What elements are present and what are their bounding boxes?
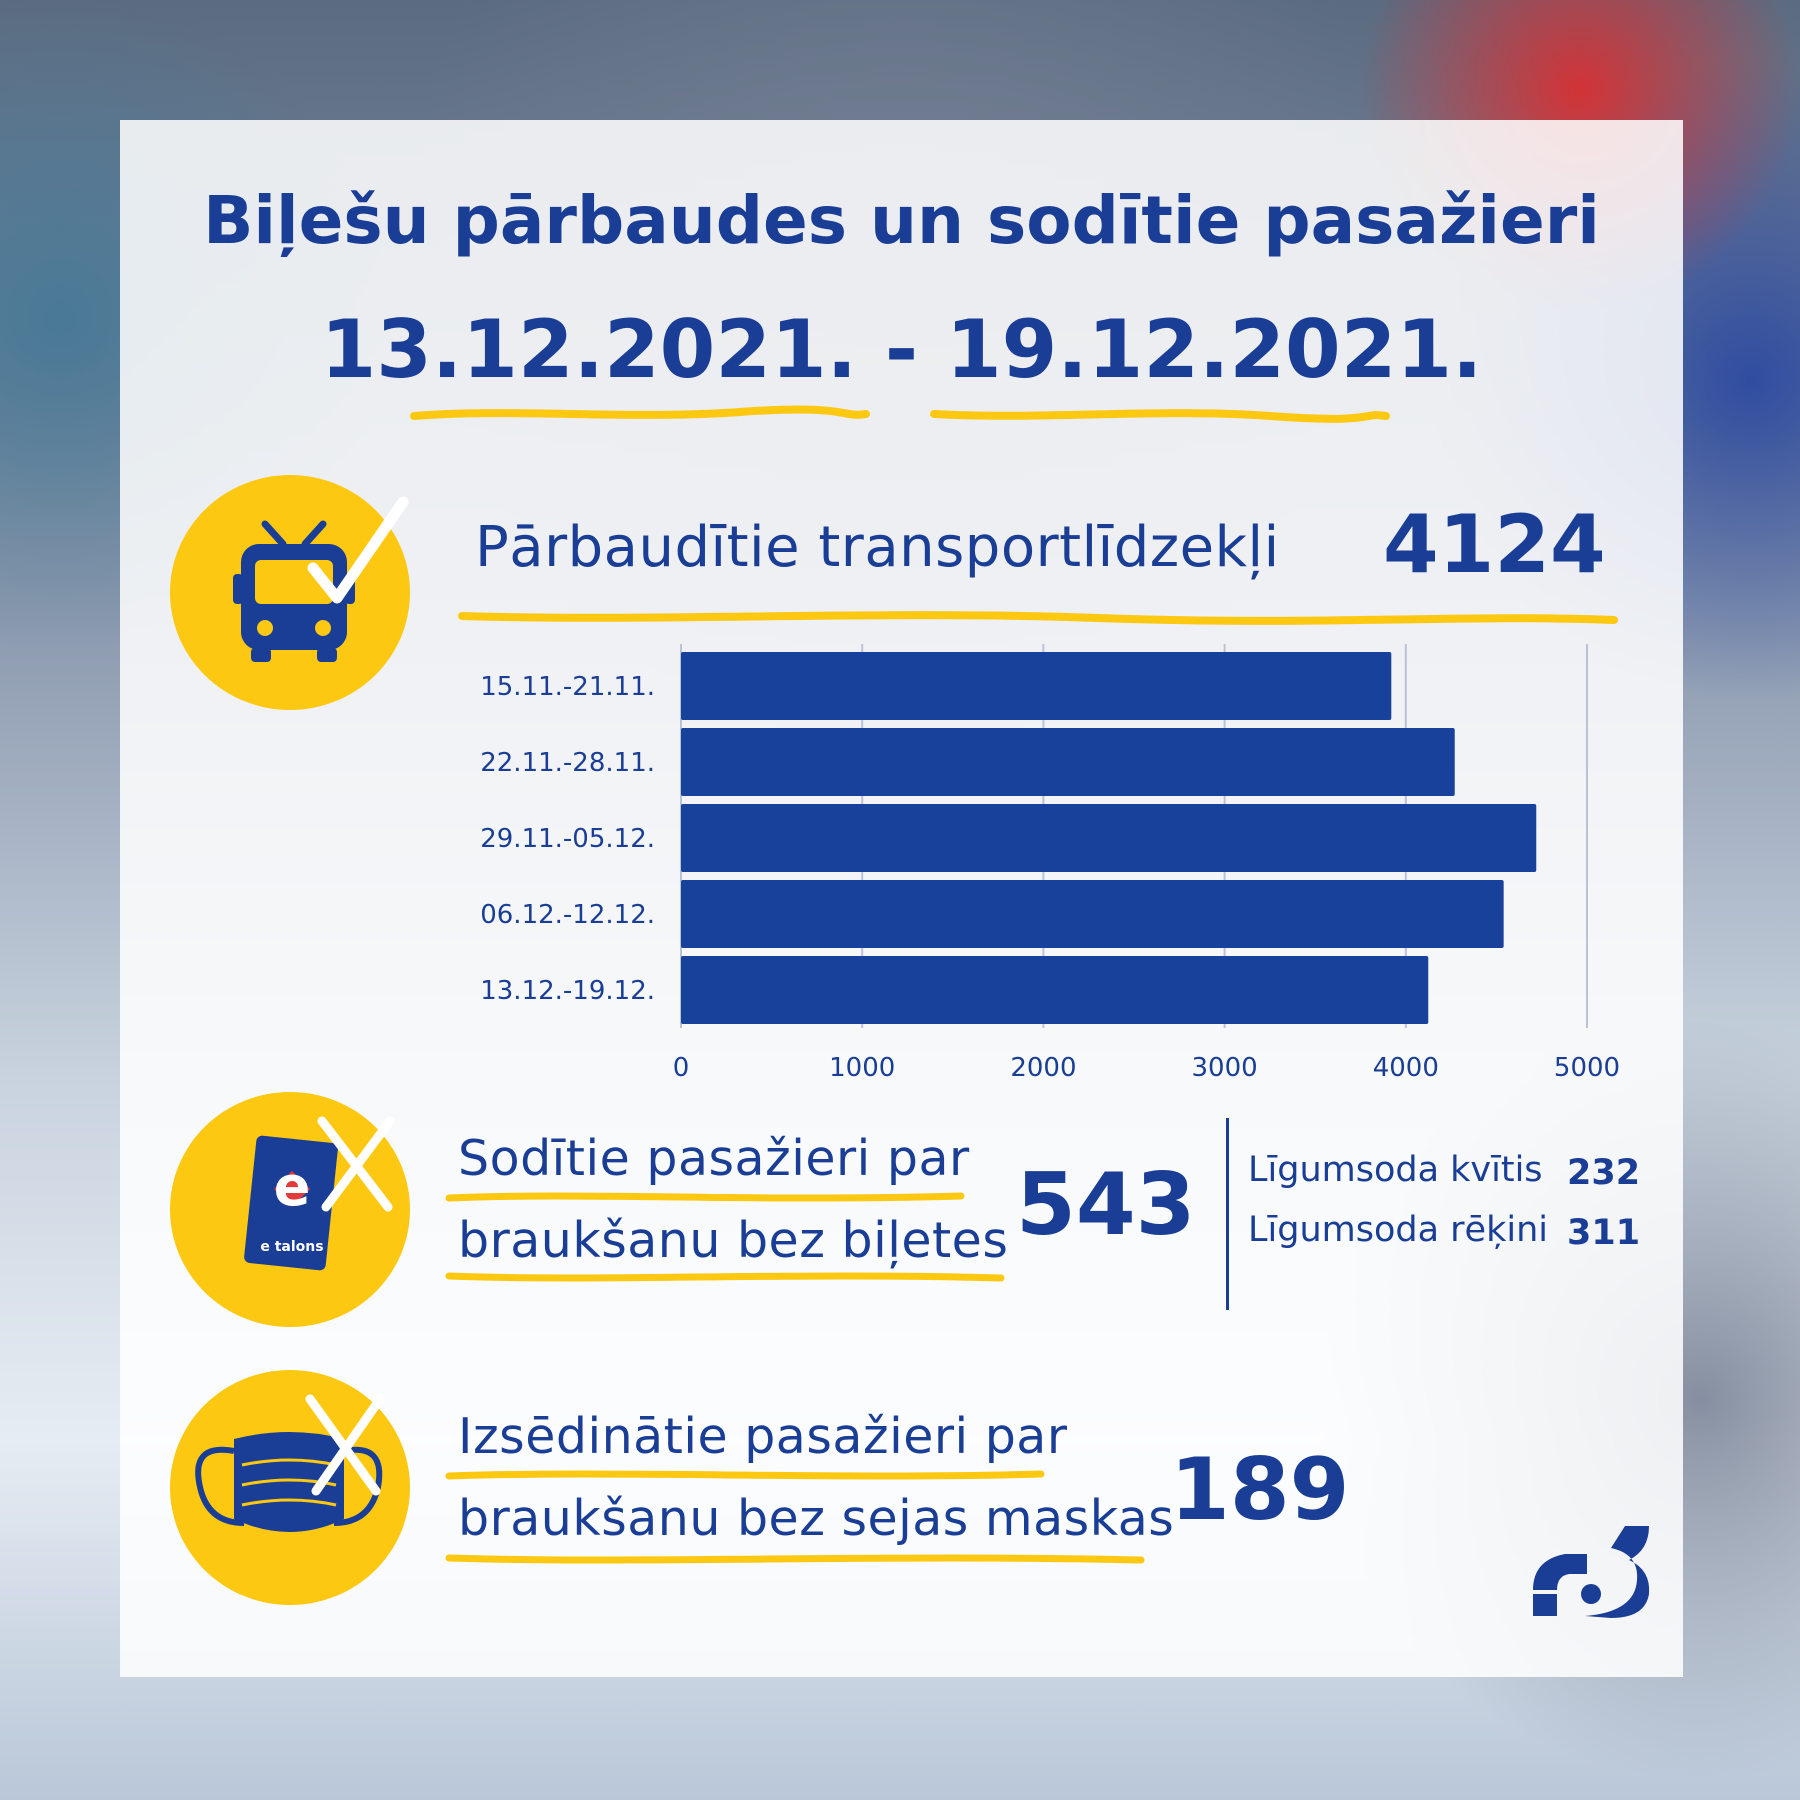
trolleybus-check-icon	[233, 496, 409, 662]
fined-underline-1	[445, 1192, 965, 1202]
vehicles-value: 4124	[1383, 498, 1606, 591]
chart-x-tick-label: 4000	[1373, 1053, 1439, 1083]
chart-x-tick-label: 5000	[1554, 1053, 1620, 1083]
receipts-value: 232	[1567, 1153, 1641, 1193]
card-brand-text: e talons	[260, 1239, 323, 1255]
removed-underline-2	[445, 1554, 1145, 1564]
invoices-value: 311	[1567, 1213, 1641, 1253]
page-title: Biļešu pārbaudes un sodītie pasažieri	[203, 182, 1600, 259]
fined-divider	[1226, 1118, 1229, 1310]
receipts-label: Līgumsoda kvītis	[1248, 1150, 1543, 1190]
chart-x-tick-label: 1000	[829, 1053, 895, 1083]
chart-x-tick-label: 0	[673, 1053, 690, 1083]
date-underline-left	[410, 405, 870, 420]
rigas-satiksme-logo-icon	[1533, 1526, 1650, 1618]
svg-text:e: e	[274, 1155, 311, 1218]
chart-category-label: 22.11.-28.11.	[480, 748, 655, 778]
weekly-vehicles-chart: 0 1000 2000 3000 4000 5000 15.11.-21.11. 22.11.…	[480, 644, 1620, 1083]
chart-category-label: 06.12.-12.12.	[480, 900, 655, 930]
fined-value: 543	[1016, 1155, 1196, 1255]
date-range: 13.12.2021. - 19.12.2021.	[320, 303, 1483, 396]
fined-underline-2	[445, 1272, 1005, 1282]
chart-bar	[681, 804, 1537, 872]
chart-x-tick-label: 2000	[1010, 1053, 1076, 1083]
removed-label-line2: braukšanu bez sejas maskas	[458, 1490, 1175, 1547]
chart-category-label: 29.11.-05.12.	[480, 824, 655, 854]
chart-bar	[681, 728, 1455, 796]
chart-bar	[681, 652, 1392, 720]
removed-label-line1: Izsēdinātie pasažieri par	[458, 1408, 1068, 1465]
chart-category-label: 13.12.-19.12.	[480, 976, 655, 1006]
chart-category-label: 15.11.-21.11.	[480, 672, 655, 702]
invoices-label: Līgumsoda rēķini	[1248, 1210, 1548, 1250]
vehicles-label: Pārbaudītie transportlīdzekļi	[475, 515, 1280, 580]
fined-label-line1: Sodītie pasažieri par	[458, 1130, 970, 1187]
removed-underline-1	[445, 1470, 1045, 1480]
face-mask-cross-icon	[195, 1394, 385, 1532]
chart-bar	[681, 880, 1504, 948]
etalons-card-cross-icon: e e talons	[244, 1116, 395, 1271]
removed-value: 189	[1170, 1440, 1350, 1540]
fined-label-line2: braukšanu bez biļetes	[458, 1212, 1009, 1269]
chart-bar	[681, 956, 1429, 1024]
date-underline-right	[930, 409, 1390, 423]
chart-x-tick-label: 3000	[1192, 1053, 1258, 1083]
vehicles-underline	[458, 611, 1618, 625]
